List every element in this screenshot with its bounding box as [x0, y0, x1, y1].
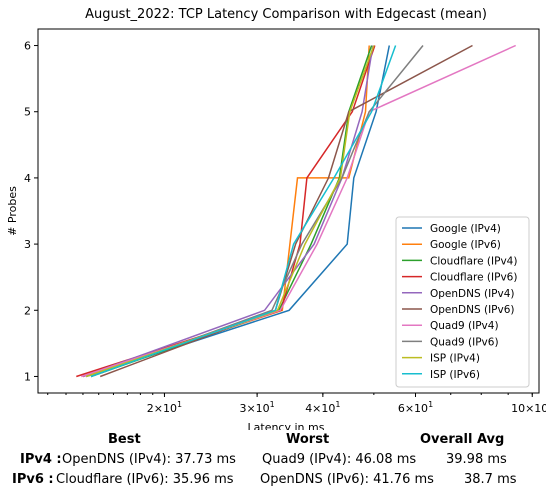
row-label: IPv4 : [20, 452, 62, 467]
axes-frame [37, 28, 540, 394]
x-tick-label: 6×101 [398, 400, 433, 415]
header-worst: Worst [286, 432, 330, 447]
latency-chart: August_2022: TCP Latency Comparison with… [6, 7, 546, 430]
header-best: Best [108, 432, 141, 447]
summary-row-ipv4: IPv4 : [20, 452, 62, 467]
avg-ipv6: 38.7 ms [464, 472, 517, 487]
legend-label-0: Google (IPv4) [430, 223, 501, 235]
x-axis-label: Latency in ms [248, 421, 325, 430]
y-tick-label: 3 [24, 238, 31, 251]
legend-label-7: Quad9 (IPv6) [430, 336, 499, 348]
series-line-9 [90, 45, 397, 378]
plot-area [76, 44, 517, 378]
legend-label-3: Cloudflare (IPv6) [430, 272, 517, 284]
best-ipv6: Cloudflare (IPv6): 35.96 ms [56, 472, 234, 487]
y-tick-label: 1 [24, 370, 31, 383]
legend-box [395, 216, 530, 388]
x-tick-label: 4×101 [305, 400, 340, 415]
summary-table: Best Worst Overall Avg IPv4 : OpenDNS (I… [0, 430, 546, 496]
legend-label-1: Google (IPv6) [430, 239, 501, 251]
y-axis-label: # Probes [6, 186, 19, 236]
x-tick-label: 10×102 [511, 400, 546, 415]
series-line-0 [85, 45, 391, 378]
x-tick-label: 2×101 [147, 400, 182, 415]
axis-ticks: 1 2 3 4 5 6 2×101 3×101 4×101 6×101 10×102 [24, 40, 546, 415]
legend-label-5: OpenDNS (IPv6) [430, 304, 515, 316]
series-line-4 [82, 45, 374, 378]
legend: Google (IPv4) Google (IPv6) Cloudflare (IP… [395, 216, 530, 388]
chart-title: August_2022: TCP Latency Comparison with… [85, 7, 487, 22]
y-tick-label: 6 [24, 40, 31, 53]
summary-row-ipv6: IPv6 : [12, 472, 54, 487]
worst-ipv6: OpenDNS (IPv6): 41.76 ms [260, 472, 434, 487]
header-avg: Overall Avg [420, 432, 505, 447]
y-tick-label: 5 [24, 106, 31, 119]
best-ipv4: OpenDNS (IPv4): 37.73 ms [62, 452, 236, 467]
row-label: IPv6 : [12, 472, 54, 487]
y-tick-label: 4 [24, 172, 31, 185]
series-line-7 [90, 45, 424, 378]
y-tick-label: 2 [24, 304, 31, 317]
legend-label-2: Cloudflare (IPv4) [430, 255, 517, 267]
avg-ipv4: 39.98 ms [446, 452, 507, 467]
legend-label-4: OpenDNS (IPv4) [430, 288, 515, 300]
legend-label-6: Quad9 (IPv4) [430, 320, 499, 332]
x-tick-label: 3×101 [239, 400, 274, 415]
worst-ipv4: Quad9 (IPv4): 46.08 ms [262, 452, 417, 467]
legend-label-9: ISP (IPv6) [430, 369, 480, 381]
legend-label-8: ISP (IPv4) [430, 353, 480, 365]
